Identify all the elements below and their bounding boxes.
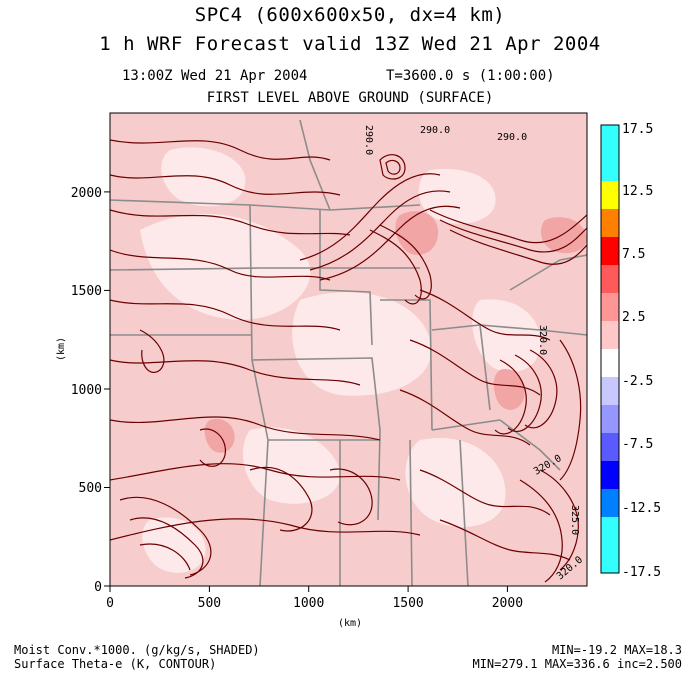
theta-e-contours xyxy=(110,139,587,583)
colorbar-label: 7.5 xyxy=(622,247,645,262)
y-tick-label: 1000 xyxy=(71,383,102,398)
colorbar-label: -12.5 xyxy=(622,501,661,516)
colorbar-swatch xyxy=(601,209,619,238)
colorbar-label: 12.5 xyxy=(622,184,653,199)
contour-label: 290.0 xyxy=(497,132,527,143)
colorbar-label: -17.5 xyxy=(622,565,661,580)
x-tick-label: 2000 xyxy=(492,596,523,611)
x-axis-label: (km) xyxy=(338,618,362,629)
contour-label: 325.0 xyxy=(569,505,580,535)
colorbar-swatch xyxy=(601,349,619,378)
colorbar-swatch xyxy=(601,293,619,322)
light-shading xyxy=(140,147,541,573)
contour-label: 290.0 xyxy=(363,125,374,155)
x-tick-label: 0 xyxy=(106,596,114,611)
contour-label: 290.0 xyxy=(420,125,450,136)
y-tick-label: 1500 xyxy=(71,284,102,299)
title-line-1: SPC4 (600x600x50, dx=4 km) xyxy=(194,4,506,26)
colorbar-swatch xyxy=(601,377,619,406)
colorbar-swatch xyxy=(601,461,619,490)
colorbar-frame xyxy=(600,124,620,574)
colorbar-swatch xyxy=(601,125,619,154)
colorbar-swatch xyxy=(601,405,619,434)
colorbar-swatch xyxy=(601,181,619,210)
colorbar-swatch xyxy=(601,517,619,546)
colorbar-label: -7.5 xyxy=(622,437,653,452)
y-axis-label: (km) xyxy=(56,337,67,361)
shaded-field-label: Moist Conv.*1000. (g/kg/s, SHADED) xyxy=(14,643,260,657)
colorbar-swatch xyxy=(601,153,619,182)
colorbar-swatch xyxy=(601,489,619,518)
title-line-2: 1 h WRF Forecast valid 13Z Wed 21 Apr 20… xyxy=(99,33,601,55)
colorbar-swatch xyxy=(601,433,619,462)
colorbar-label: 2.5 xyxy=(622,310,645,325)
x-tick-label: 1000 xyxy=(293,596,324,611)
y-tick-label: 2000 xyxy=(71,186,102,201)
level-label: FIRST LEVEL ABOVE GROUND (SURFACE) xyxy=(206,90,494,106)
colorbar-swatch xyxy=(601,265,619,294)
plot-frame xyxy=(109,112,588,587)
colorbar-swatch xyxy=(601,237,619,266)
colorbar xyxy=(600,124,620,574)
colorbar-label: -2.5 xyxy=(622,374,653,389)
x-tick-label: 1500 xyxy=(392,596,423,611)
political-boundaries xyxy=(110,119,587,586)
valid-time: 13:00Z Wed 21 Apr 2004 xyxy=(122,68,308,84)
contour-range: MIN=279.1 MAX=336.6 inc=2.500 xyxy=(472,657,682,671)
forecast-time: T=3600.0 s (1:00:00) xyxy=(386,68,555,84)
colorbar-swatch xyxy=(601,545,619,574)
colorbar-swatch xyxy=(601,321,619,350)
contour-field-label: Surface Theta-e (K, CONTOUR) xyxy=(14,657,217,671)
x-tick-label: 500 xyxy=(198,596,221,611)
y-tick-label: 500 xyxy=(79,481,102,496)
shaded-range: MIN=-19.2 MAX=18.3 xyxy=(551,643,682,657)
contour-label: 320.0 xyxy=(537,325,548,355)
colorbar-label: 17.5 xyxy=(622,122,653,137)
y-tick-label: 0 xyxy=(94,580,102,595)
